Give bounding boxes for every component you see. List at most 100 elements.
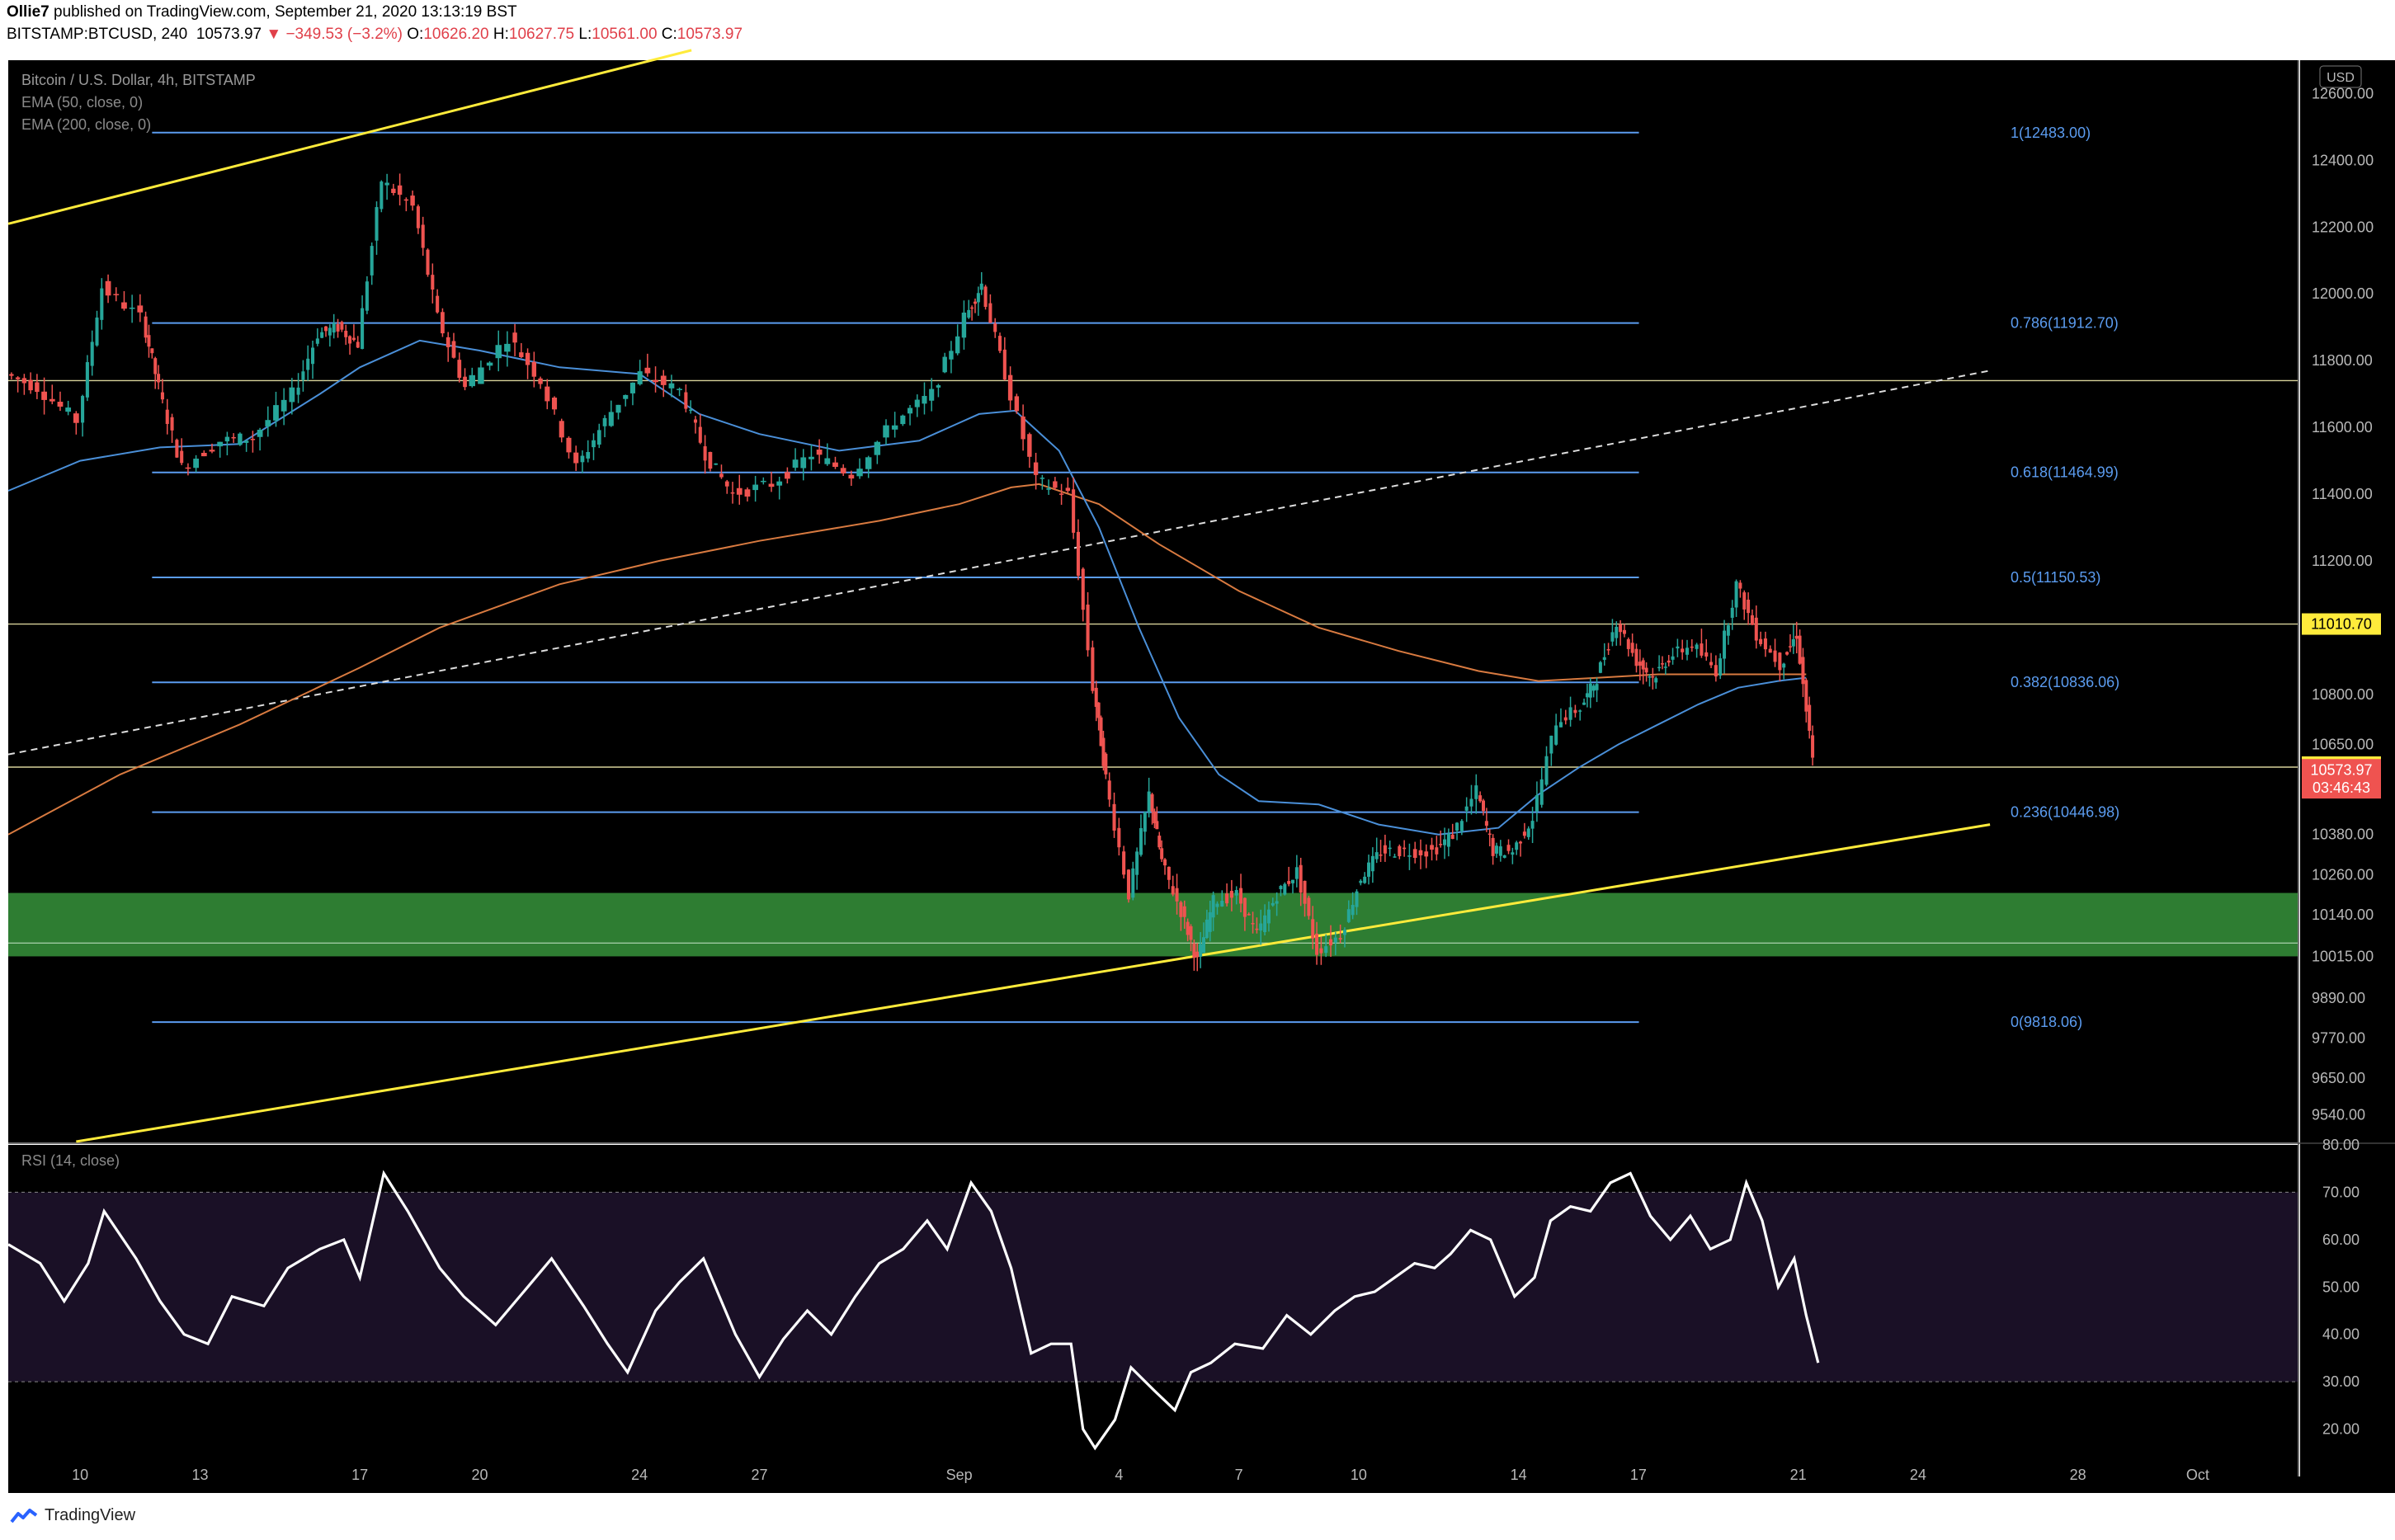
candle-body[interactable]	[1634, 648, 1638, 666]
rsi-line[interactable]	[7, 1170, 1820, 1451]
candle-body[interactable]	[1773, 650, 1777, 662]
candle-body[interactable]	[1588, 683, 1592, 698]
candle-body[interactable]	[1695, 644, 1699, 649]
candle-body[interactable]	[1040, 478, 1045, 479]
candle-body[interactable]	[1435, 847, 1439, 855]
candle-body[interactable]	[1086, 604, 1090, 651]
candle-body[interactable]	[1167, 866, 1171, 880]
candle-body[interactable]	[1283, 883, 1287, 895]
candle-body[interactable]	[1208, 911, 1212, 932]
candle-body[interactable]	[1808, 704, 1812, 731]
candle-body[interactable]	[478, 367, 484, 384]
candle-body[interactable]	[703, 446, 707, 461]
candle-body[interactable]	[1714, 665, 1718, 677]
candle-body[interactable]	[724, 481, 729, 487]
candle-body[interactable]	[1626, 638, 1630, 649]
candle-body[interactable]	[1726, 625, 1730, 636]
candle-body[interactable]	[1002, 349, 1007, 380]
candle-body[interactable]	[1287, 881, 1291, 884]
candle-body[interactable]	[1754, 617, 1758, 641]
candle-body[interactable]	[824, 458, 831, 464]
candle-body[interactable]	[265, 420, 271, 427]
candle-body[interactable]	[970, 307, 974, 309]
candle-body[interactable]	[180, 450, 184, 464]
candle-body[interactable]	[874, 441, 881, 455]
candle-body[interactable]	[1484, 821, 1488, 827]
candle-body[interactable]	[1081, 568, 1085, 610]
candle-body[interactable]	[426, 249, 430, 276]
candle-body[interactable]	[370, 246, 374, 276]
ema50-line[interactable]	[7, 339, 1807, 836]
candle-body[interactable]	[1099, 717, 1103, 746]
candle-body[interactable]	[792, 459, 799, 468]
candle-body[interactable]	[1671, 656, 1675, 660]
candle-body[interactable]	[602, 417, 607, 426]
candle-body[interactable]	[1150, 794, 1154, 812]
candle-body[interactable]	[1515, 842, 1519, 850]
candle-body[interactable]	[1363, 876, 1367, 883]
candle-body[interactable]	[689, 409, 693, 412]
candle-body[interactable]	[1112, 803, 1116, 831]
candle-body[interactable]	[1801, 657, 1805, 685]
candle-body[interactable]	[608, 412, 614, 426]
candle-body[interactable]	[961, 312, 967, 338]
candle-body[interactable]	[1179, 902, 1183, 917]
candle-body[interactable]	[1328, 939, 1333, 946]
candle-body[interactable]	[586, 452, 591, 459]
candle-body[interactable]	[238, 433, 243, 445]
trendline[interactable]	[76, 823, 1991, 1143]
candle-body[interactable]	[281, 399, 287, 412]
candle-body[interactable]	[1549, 735, 1553, 754]
candle-body[interactable]	[250, 439, 256, 440]
candle-body[interactable]	[85, 362, 89, 398]
candle-body[interactable]	[1585, 693, 1589, 698]
candle-body[interactable]	[231, 436, 236, 439]
candle-body[interactable]	[1393, 856, 1397, 858]
candle-body[interactable]	[1498, 846, 1502, 856]
candle-body[interactable]	[1734, 581, 1738, 608]
candle-body[interactable]	[719, 473, 724, 478]
candle-body[interactable]	[1424, 851, 1429, 857]
candle-body[interactable]	[1247, 914, 1251, 916]
candle-body[interactable]	[217, 441, 224, 447]
candle-body[interactable]	[1638, 662, 1642, 666]
candle-body[interactable]	[21, 378, 27, 384]
candle-body[interactable]	[693, 419, 698, 423]
candle-body[interactable]	[1303, 880, 1307, 904]
candle-body[interactable]	[1474, 785, 1478, 799]
candle-body[interactable]	[653, 379, 658, 383]
ema200-line[interactable]	[7, 483, 1807, 836]
candle-body[interactable]	[1033, 462, 1039, 475]
candle-body[interactable]	[1319, 948, 1323, 954]
candle-body[interactable]	[451, 341, 456, 358]
candle-body[interactable]	[1648, 676, 1652, 678]
candle-body[interactable]	[1374, 852, 1379, 859]
candle-body[interactable]	[344, 330, 348, 337]
candle-body[interactable]	[1027, 434, 1032, 457]
candle-body[interactable]	[1506, 845, 1511, 851]
candle-body[interactable]	[809, 456, 814, 459]
candle-body[interactable]	[1101, 737, 1106, 766]
candle-body[interactable]	[365, 281, 369, 311]
candle-body[interactable]	[1202, 937, 1206, 954]
candle-body[interactable]	[157, 374, 161, 383]
candle-body[interactable]	[65, 407, 72, 412]
candle-body[interactable]	[150, 348, 154, 354]
candle-body[interactable]	[1315, 933, 1319, 955]
candle-body[interactable]	[1107, 780, 1111, 800]
candle-body[interactable]	[421, 224, 425, 248]
candle-body[interactable]	[698, 426, 702, 443]
candle-body[interactable]	[397, 185, 403, 195]
candle-body[interactable]	[1446, 833, 1450, 847]
candle-body[interactable]	[1211, 895, 1215, 918]
candle-body[interactable]	[1804, 680, 1808, 712]
candle-body[interactable]	[1398, 845, 1402, 856]
candle-body[interactable]	[1459, 821, 1464, 831]
candle-body[interactable]	[1563, 717, 1568, 721]
candle-body[interactable]	[320, 332, 324, 338]
candle-body[interactable]	[35, 382, 40, 393]
candle-body[interactable]	[1065, 487, 1071, 492]
candle-body[interactable]	[1053, 481, 1058, 488]
candle-body[interactable]	[1502, 855, 1506, 858]
